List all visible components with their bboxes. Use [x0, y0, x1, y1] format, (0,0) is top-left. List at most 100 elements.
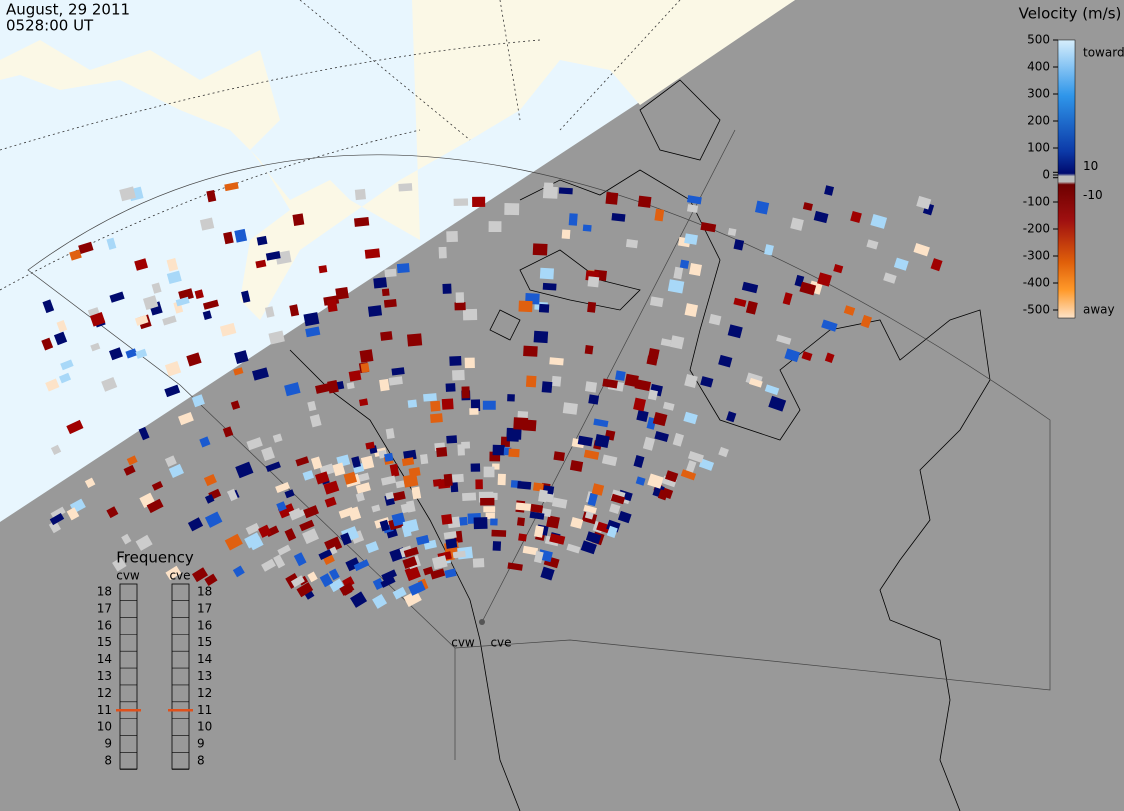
radar-cell — [470, 463, 481, 472]
radar-cell — [265, 251, 281, 261]
radar-cell — [584, 345, 594, 355]
radar-cell — [473, 517, 488, 530]
radar-cell — [248, 536, 264, 551]
colorbar-ticks: 500400300200100100-10-100-200-300-400-50… — [1023, 33, 1103, 317]
radar-cell — [583, 504, 597, 514]
radar-cell — [275, 481, 291, 494]
radar-cell — [799, 281, 817, 296]
radar-cell — [367, 305, 383, 317]
radar-cell — [893, 257, 909, 271]
radar-cell — [582, 224, 592, 232]
radar-cell — [585, 381, 598, 393]
radar-cell — [408, 467, 421, 477]
radar-cell — [633, 397, 646, 412]
radar-cell — [482, 400, 496, 410]
radar-cell — [415, 534, 430, 546]
radar-cell — [329, 578, 344, 593]
radar-cell — [687, 450, 704, 463]
radar-cell — [768, 395, 787, 412]
radar-cell — [680, 469, 697, 481]
radar-cell — [255, 259, 267, 269]
radar-cell — [534, 525, 545, 538]
radar-cell — [529, 511, 545, 520]
site-label: cve — [490, 636, 511, 650]
radar-cell — [577, 435, 593, 447]
radar-cell — [584, 511, 594, 520]
radar-cell — [307, 571, 318, 583]
radar-cell — [323, 480, 340, 495]
radar-cell — [202, 299, 219, 310]
radar-cell — [684, 303, 699, 317]
radar-cell — [513, 417, 529, 430]
radar-cell — [497, 473, 506, 486]
radar-cell — [733, 297, 747, 307]
radar-cell — [860, 314, 873, 329]
radar-cell — [199, 217, 215, 231]
radar-cell — [587, 301, 597, 313]
radar-cell — [402, 556, 418, 569]
radar-cell — [635, 476, 646, 486]
radar-cell — [525, 375, 537, 388]
radar-cell — [684, 233, 698, 245]
radar-cell — [660, 338, 672, 347]
radar-cell — [403, 546, 419, 558]
radar-cell — [609, 503, 621, 514]
radar-cell — [350, 591, 368, 608]
radar-cell — [178, 288, 194, 302]
frequency-tick-label: 16 — [97, 618, 112, 632]
frequency-tick-label: 15 — [97, 635, 112, 649]
radar-cell — [90, 342, 101, 352]
radar-cell — [398, 183, 413, 192]
radar-cell — [708, 313, 722, 326]
radar-cell — [391, 367, 405, 376]
frequency-box — [171, 583, 190, 770]
radar-cell — [381, 569, 398, 582]
radar-cell — [824, 185, 835, 196]
radar-name: cvw — [116, 569, 140, 583]
radar-cell — [168, 463, 184, 478]
radar-cell — [401, 457, 415, 467]
radar-cell — [371, 504, 381, 513]
radar-cell — [649, 296, 664, 308]
radar-cell — [109, 347, 123, 361]
radar-cell — [232, 565, 245, 578]
radar-cell — [164, 384, 181, 398]
radar-cell — [315, 383, 331, 394]
radar-cell — [492, 444, 505, 456]
radar-cell — [112, 557, 127, 572]
frequency-tick-label: 12 — [197, 686, 212, 700]
radar-cell — [472, 558, 485, 568]
radar-cell — [166, 270, 182, 285]
radar-cell — [491, 529, 507, 537]
radar-cell — [587, 276, 600, 288]
radar-cell — [226, 488, 238, 502]
colorbar-end-label: toward — [1083, 46, 1124, 60]
radar-cell — [326, 298, 338, 313]
radar-cell — [302, 528, 319, 545]
radar-cell — [327, 379, 339, 394]
radar-cell — [403, 473, 419, 488]
radar-cell — [562, 402, 578, 415]
radar-cell — [508, 448, 520, 458]
radar-cell — [324, 496, 337, 508]
radar-cell — [913, 243, 930, 257]
radar-cell — [354, 188, 366, 201]
radar-cell — [475, 479, 483, 490]
radar-cell — [380, 576, 396, 588]
radar-cell — [191, 394, 205, 408]
frequency-tick-label: 11 — [97, 703, 112, 717]
radar-cell — [109, 291, 125, 303]
colorbar — [1057, 39, 1076, 319]
radar-cell — [268, 330, 285, 345]
radar-cell — [60, 359, 74, 371]
radar-cell — [611, 212, 626, 222]
radar-cell — [261, 558, 276, 572]
radar-cell — [290, 575, 305, 588]
radar-cell — [264, 306, 275, 318]
radar-cell — [328, 568, 340, 581]
radar-cell — [516, 517, 525, 527]
radar-cell — [700, 376, 714, 388]
radar-cell — [175, 296, 190, 307]
radar-cell — [673, 266, 684, 280]
radar-cell — [672, 432, 685, 447]
